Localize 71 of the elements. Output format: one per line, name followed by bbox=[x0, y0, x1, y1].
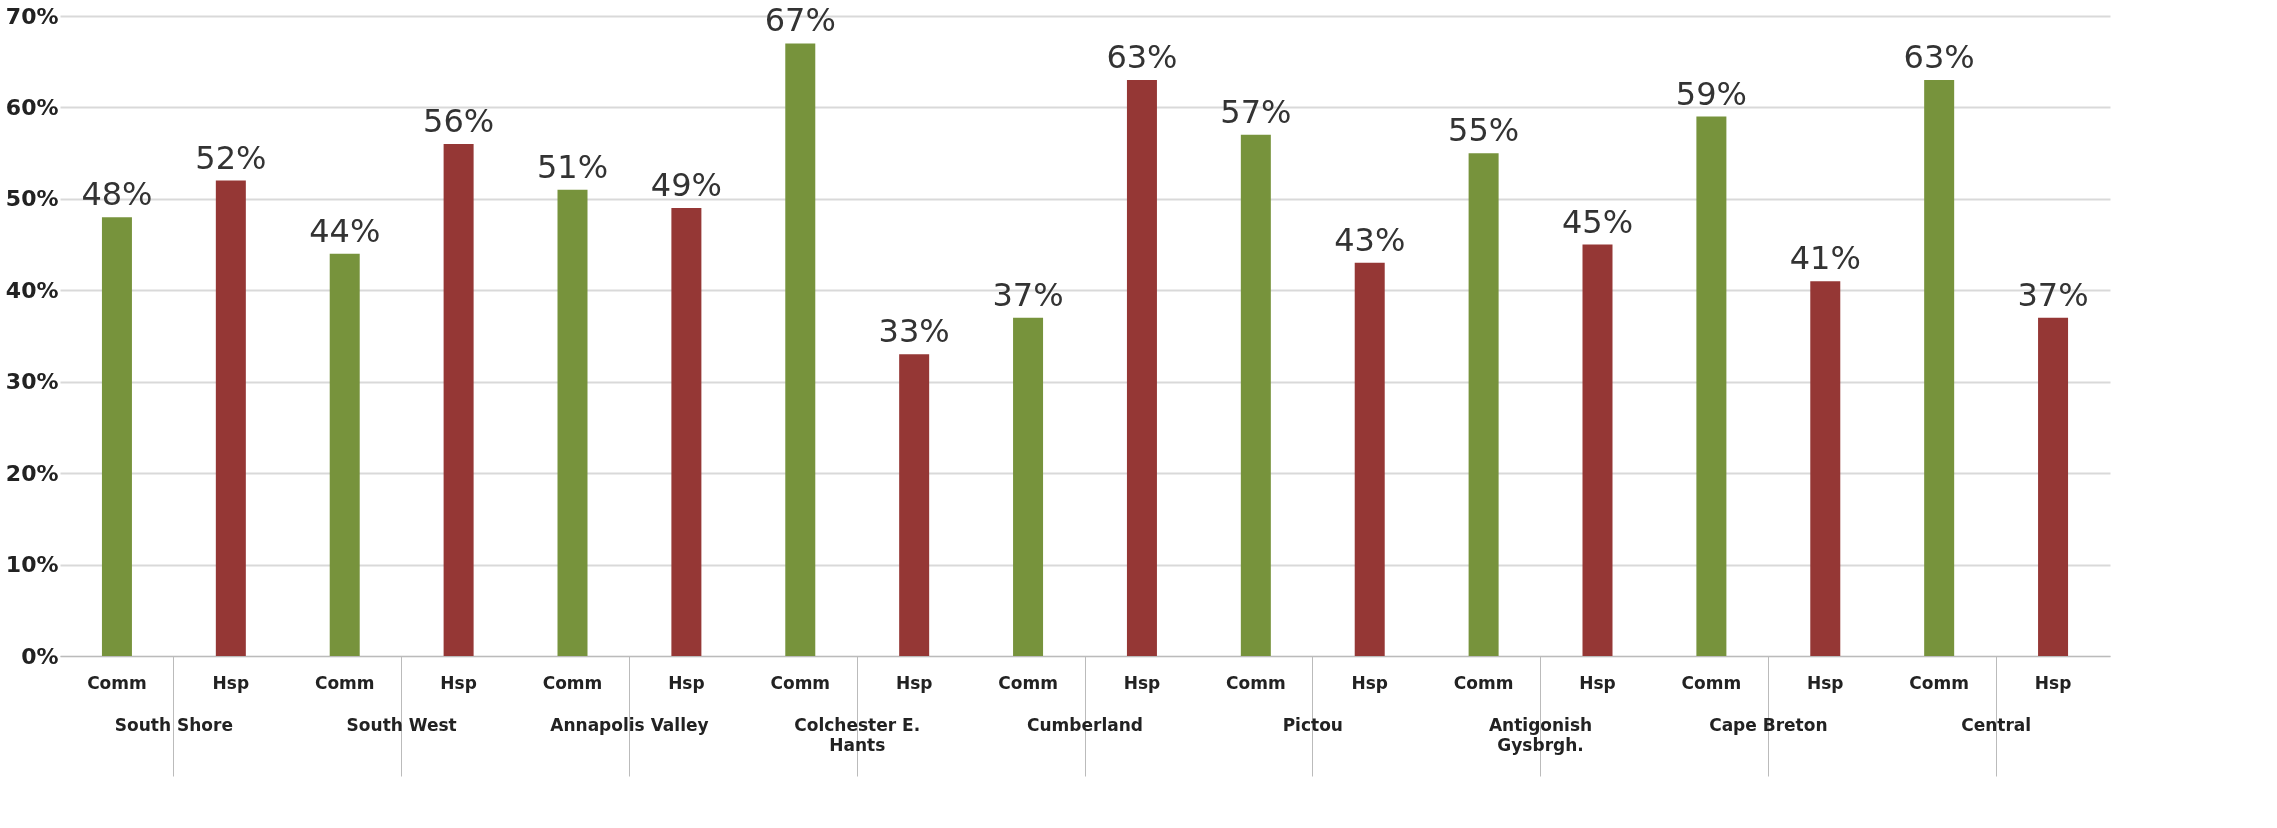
text: Comm bbox=[314, 673, 375, 693]
x-tick-label: Central bbox=[1961, 715, 2032, 735]
bar bbox=[1240, 134, 1271, 656]
data-label: 51% bbox=[536, 147, 609, 186]
y-tick-label: 10% bbox=[5, 552, 59, 578]
data-label: 59% bbox=[1675, 74, 1747, 113]
y-tick-label: 70% bbox=[5, 3, 59, 29]
bar bbox=[2038, 317, 2069, 656]
y-tick-label: 20% bbox=[5, 460, 59, 486]
x-tick-label: Colchester E. Hants bbox=[794, 715, 921, 755]
data-label: 63% bbox=[1903, 38, 1975, 76]
data-label: 52% bbox=[195, 138, 267, 177]
data-label: 33% bbox=[878, 312, 950, 351]
bar bbox=[1354, 262, 1385, 656]
text: Comm bbox=[770, 673, 831, 693]
series-label: Hsp bbox=[212, 673, 250, 693]
x-tick-label: Pictou bbox=[1282, 715, 1343, 735]
y-tick-label: 40% bbox=[5, 277, 59, 303]
text: Hsp bbox=[1807, 673, 1844, 693]
data-label: 44% bbox=[309, 211, 381, 250]
y-tick-label: 50% bbox=[5, 186, 59, 212]
bar bbox=[1013, 317, 1044, 656]
data-label: 56% bbox=[423, 102, 495, 140]
text: Comm bbox=[1226, 673, 1286, 693]
x-tick-label: Annapolis Valley bbox=[550, 715, 709, 735]
data-label: 43% bbox=[1334, 220, 1406, 259]
x-tick-label: South Shore bbox=[114, 715, 233, 735]
text: Comm bbox=[1681, 673, 1742, 693]
bar bbox=[215, 180, 246, 656]
text: Comm bbox=[542, 673, 603, 693]
bar bbox=[785, 43, 816, 656]
text: Hsp bbox=[440, 673, 477, 693]
data-label: 48% bbox=[81, 175, 153, 214]
text: Hsp bbox=[1579, 673, 1616, 693]
text: Comm bbox=[1453, 673, 1514, 693]
text: Hsp bbox=[2034, 673, 2072, 693]
data-label: 37% bbox=[992, 275, 1064, 314]
data-label: 55% bbox=[1448, 111, 1520, 150]
text: Comm bbox=[1909, 673, 1969, 693]
bar bbox=[1582, 244, 1613, 656]
x-tick-label: Antigonish Gysbrgh. bbox=[1488, 715, 1593, 755]
x-tick-label: Cape Breton bbox=[1709, 715, 1828, 735]
bar bbox=[1924, 80, 1955, 656]
bar bbox=[1468, 153, 1499, 656]
data-label: 67% bbox=[764, 1, 836, 40]
data-label: 45% bbox=[1561, 202, 1634, 241]
y-tick-label: 60% bbox=[5, 94, 59, 120]
text: Hsp bbox=[1123, 673, 1161, 693]
bar bbox=[1810, 281, 1841, 656]
bar bbox=[1696, 116, 1727, 656]
data-label: 37% bbox=[2017, 275, 2089, 314]
x-tick-label: Cumberland bbox=[1027, 715, 1143, 735]
bar bbox=[899, 354, 930, 656]
y-tick-label: 30% bbox=[5, 369, 59, 395]
x-tick-label: South West bbox=[346, 715, 457, 735]
text: Hsp bbox=[1351, 673, 1388, 693]
text: Hsp bbox=[895, 673, 933, 693]
bar bbox=[1126, 80, 1157, 656]
data-label: 57% bbox=[1220, 92, 1292, 131]
data-label: 41% bbox=[1789, 239, 1861, 278]
bar bbox=[671, 208, 702, 656]
data-label: 49% bbox=[650, 166, 722, 204]
bar bbox=[101, 217, 132, 656]
bar bbox=[329, 253, 360, 656]
text: Hsp bbox=[668, 673, 705, 693]
bar bbox=[443, 144, 474, 656]
series-label: Comm bbox=[998, 673, 1058, 693]
data-label: 63% bbox=[1106, 38, 1178, 76]
text: Comm bbox=[87, 673, 147, 693]
y-tick-label: 0% bbox=[21, 643, 59, 669]
bar bbox=[557, 189, 588, 656]
